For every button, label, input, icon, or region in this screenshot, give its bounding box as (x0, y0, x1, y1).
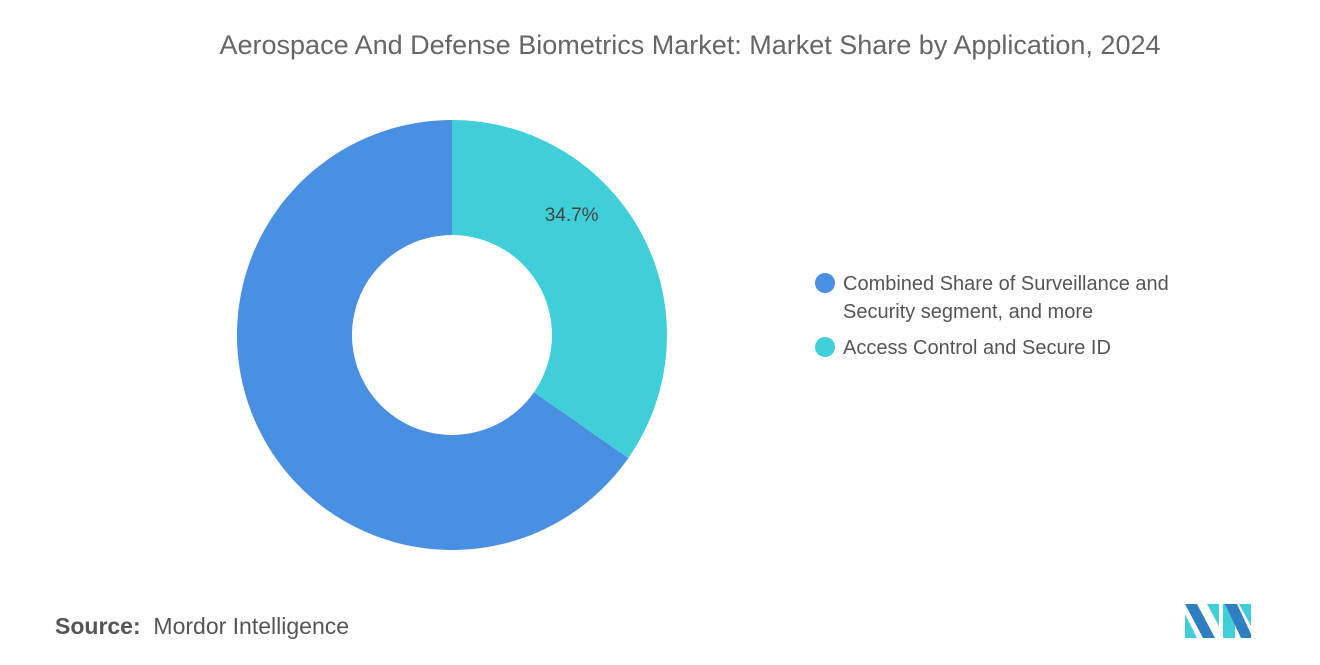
legend: Combined Share of Surveillance and Secur… (815, 270, 1223, 370)
mordor-logo-icon (1185, 604, 1251, 638)
chart-title: Aerospace And Defense Biometrics Market:… (219, 30, 1161, 60)
source: Source: Mordor Intelligence (55, 613, 349, 640)
legend-swatch (815, 273, 835, 293)
source-label: Source: (55, 613, 141, 639)
donut-slice (452, 120, 668, 459)
data-label: 34.7% (545, 205, 599, 226)
donut-slice (237, 120, 629, 550)
source-value: Mordor Intelligence (153, 613, 350, 639)
legend-swatch (815, 337, 835, 357)
legend-label: Access Control and Secure ID (843, 337, 1111, 359)
legend-item: Access Control and Secure ID (815, 334, 1223, 362)
legend-item: Combined Share of Surveillance and Secur… (815, 270, 1223, 326)
legend-label: Combined Share of Surveillance and Secur… (843, 273, 1169, 323)
